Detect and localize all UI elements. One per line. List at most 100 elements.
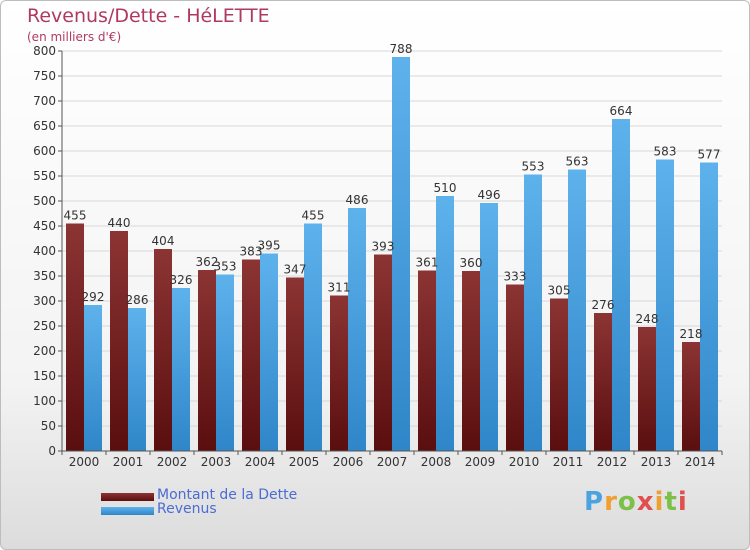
y-tick-label: 600 <box>33 144 56 158</box>
data-label-dette: 333 <box>504 270 527 284</box>
data-label-revenus: 455 <box>302 209 325 223</box>
data-label-dette: 311 <box>328 281 351 295</box>
bar-dette <box>462 271 480 451</box>
y-tick-label: 800 <box>33 44 56 58</box>
bar-revenus <box>656 159 674 451</box>
data-label-revenus: 353 <box>214 260 237 274</box>
data-label-dette: 383 <box>240 245 263 259</box>
x-tick-label: 2013 <box>641 455 672 469</box>
data-label-revenus: 496 <box>478 188 501 202</box>
data-label-revenus: 577 <box>698 148 721 162</box>
data-label-revenus: 664 <box>610 104 633 118</box>
legend-label-dette: Montant de la Dette <box>157 487 298 503</box>
y-tick-label: 750 <box>33 69 56 83</box>
y-tick-label: 50 <box>41 419 56 433</box>
bar-revenus <box>524 174 542 451</box>
bar-dette <box>66 223 84 451</box>
bar-dette <box>506 284 524 451</box>
bar-dette <box>154 249 172 451</box>
bar-revenus <box>216 274 234 451</box>
data-label-dette: 361 <box>416 256 439 270</box>
data-label-revenus: 286 <box>126 293 149 307</box>
chart-subtitle: (en milliers d'€) <box>27 30 122 44</box>
bar-revenus <box>480 203 498 451</box>
x-tick-label: 2006 <box>333 455 364 469</box>
x-tick-label: 2005 <box>289 455 320 469</box>
bar-dette <box>286 277 304 451</box>
y-tick-label: 300 <box>33 294 56 308</box>
y-tick-label: 700 <box>33 94 56 108</box>
data-label-revenus: 292 <box>82 290 105 304</box>
x-tick-label: 2012 <box>597 455 628 469</box>
proxiti-logo: Proxiti <box>584 487 688 517</box>
y-tick-label: 450 <box>33 219 56 233</box>
bar-dette <box>550 298 568 451</box>
legend-swatch-revenus <box>101 507 154 515</box>
data-label-dette: 404 <box>152 234 175 248</box>
data-label-dette: 362 <box>196 255 219 269</box>
y-tick-label: 650 <box>33 119 56 133</box>
bar-revenus <box>568 169 586 451</box>
data-label-revenus: 395 <box>258 239 281 253</box>
data-label-dette: 248 <box>636 312 659 326</box>
bar-dette <box>242 259 260 451</box>
x-tick-label: 2014 <box>685 455 716 469</box>
bar-revenus <box>612 119 630 451</box>
y-tick-label: 400 <box>33 244 56 258</box>
bar-dette <box>594 313 612 451</box>
bar-revenus <box>128 308 146 451</box>
x-tick-label: 2009 <box>465 455 496 469</box>
data-label-revenus: 788 <box>390 42 413 56</box>
data-label-dette: 440 <box>108 216 131 230</box>
chart-title: Revenus/Dette - HéLETTE <box>27 5 270 27</box>
x-tick-label: 2003 <box>201 455 232 469</box>
bar-revenus <box>392 57 410 451</box>
x-tick-label: 2007 <box>377 455 408 469</box>
bar-dette <box>638 327 656 451</box>
data-label-revenus: 563 <box>566 155 589 169</box>
x-tick-label: 2010 <box>509 455 540 469</box>
bar-dette <box>198 270 216 451</box>
data-label-revenus: 326 <box>170 273 193 287</box>
bar-dette <box>330 295 348 451</box>
data-label-revenus: 553 <box>522 160 545 174</box>
data-label-revenus: 510 <box>434 181 457 195</box>
y-tick-label: 550 <box>33 169 56 183</box>
legend-swatch-dette <box>101 493 154 501</box>
bar-revenus <box>84 305 102 451</box>
bar-dette <box>374 254 392 451</box>
bar-dette <box>418 270 436 451</box>
y-tick-label: 100 <box>33 394 56 408</box>
y-tick-label: 150 <box>33 369 56 383</box>
x-tick-label: 2011 <box>553 455 584 469</box>
x-tick-label: 2001 <box>113 455 144 469</box>
data-label-dette: 347 <box>284 263 307 277</box>
x-tick-label: 2004 <box>245 455 276 469</box>
y-tick-label: 500 <box>33 194 56 208</box>
data-label-dette: 276 <box>592 298 615 312</box>
bar-revenus <box>436 196 454 451</box>
data-label-revenus: 486 <box>346 193 369 207</box>
bar-revenus <box>172 288 190 451</box>
data-label-dette: 455 <box>64 209 87 223</box>
y-tick-label: 350 <box>33 269 56 283</box>
bar-revenus <box>348 208 366 451</box>
bar-dette <box>682 342 700 451</box>
x-tick-label: 2002 <box>157 455 188 469</box>
data-label-dette: 393 <box>372 240 395 254</box>
y-tick-label: 200 <box>33 344 56 358</box>
y-tick-label: 250 <box>33 319 56 333</box>
x-tick-label: 2000 <box>69 455 100 469</box>
x-tick-label: 2008 <box>421 455 452 469</box>
data-label-revenus: 583 <box>654 145 677 159</box>
legend-label-revenus: Revenus <box>157 501 217 517</box>
bar-revenus <box>700 162 718 451</box>
data-label-dette: 305 <box>548 284 571 298</box>
data-label-dette: 360 <box>460 256 483 270</box>
bar-dette <box>110 231 128 451</box>
data-label-dette: 218 <box>680 327 703 341</box>
y-tick-label: 0 <box>48 444 56 458</box>
bar-revenus <box>304 223 322 451</box>
